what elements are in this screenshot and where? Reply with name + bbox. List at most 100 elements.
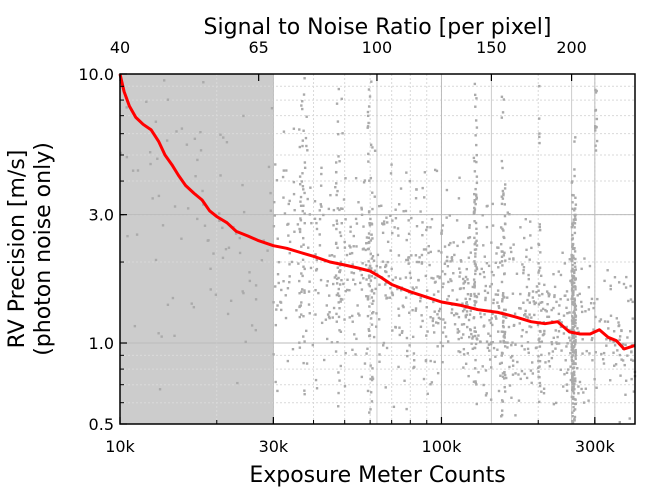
- scatter-point: [572, 218, 576, 221]
- scatter-point: [572, 345, 576, 349]
- scatter-point: [606, 320, 610, 323]
- scatter-point: [550, 342, 554, 346]
- scatter-point: [276, 237, 279, 240]
- scatter-point: [473, 159, 476, 163]
- scatter-point: [367, 328, 370, 331]
- scatter-point: [570, 225, 574, 229]
- scatter-point: [411, 286, 414, 289]
- scatter-point: [386, 260, 389, 264]
- scatter-point: [572, 392, 576, 395]
- scatter-point: [537, 303, 541, 306]
- scatter-point: [538, 337, 541, 340]
- scatter-point: [574, 321, 577, 325]
- scatter-point: [366, 314, 370, 318]
- scatter-point: [569, 339, 572, 342]
- scatter-point: [572, 371, 576, 374]
- scatter-point: [574, 351, 578, 354]
- scatter-point: [537, 366, 540, 370]
- y-tick-label: 1.0: [89, 334, 114, 353]
- scatter-point: [501, 197, 505, 200]
- scatter-point: [366, 126, 369, 129]
- scatter-point: [353, 333, 356, 336]
- scatter-point: [126, 234, 129, 238]
- scatter-point: [489, 341, 493, 344]
- scatter-point: [503, 251, 506, 255]
- scatter-point: [456, 331, 459, 334]
- scatter-point: [335, 102, 339, 105]
- scatter-point: [490, 241, 493, 244]
- scatter-point: [537, 370, 540, 373]
- scatter-point: [537, 289, 540, 292]
- scatter-point: [226, 312, 230, 316]
- scatter-point: [459, 259, 463, 262]
- scatter-point: [533, 302, 536, 306]
- scatter-point: [373, 276, 377, 280]
- scatter-point: [475, 402, 478, 406]
- scatter-point: [499, 242, 503, 246]
- scatter-point: [515, 272, 519, 275]
- scatter-point: [429, 315, 432, 319]
- scatter-point: [327, 294, 331, 297]
- scatter-point: [298, 305, 301, 309]
- scatter-point: [389, 286, 392, 290]
- scatter-point: [571, 263, 574, 267]
- scatter-point: [334, 185, 337, 189]
- scatter-point: [424, 274, 428, 278]
- scatter-point: [318, 244, 322, 247]
- scatter-point: [538, 228, 542, 232]
- scatter-point: [158, 388, 162, 391]
- scatter-point: [314, 253, 317, 256]
- scatter-point: [508, 257, 511, 261]
- scatter-point: [589, 302, 593, 305]
- scatter-point: [276, 273, 280, 276]
- scatter-point: [377, 318, 381, 321]
- scatter-point: [462, 240, 465, 244]
- scatter-point: [450, 279, 453, 283]
- scatter-point: [497, 305, 500, 308]
- scatter-point: [483, 289, 487, 293]
- scatter-point: [473, 260, 476, 263]
- scatter-point: [161, 224, 165, 227]
- scatter-point: [428, 263, 431, 267]
- scatter-point: [571, 334, 575, 338]
- scatter-point: [399, 289, 403, 292]
- scatter-point: [474, 241, 477, 244]
- y-tick-label: 10.0: [78, 65, 114, 84]
- scatter-point: [461, 302, 464, 305]
- scatter-point: [523, 314, 526, 317]
- scatter-point: [571, 245, 574, 248]
- top-axis-label: Signal to Noise Ratio [per pixel]: [204, 15, 552, 40]
- scatter-point: [468, 223, 471, 227]
- scatter-point: [595, 386, 598, 389]
- scatter-point: [446, 255, 449, 259]
- scatter-point: [440, 251, 443, 254]
- scatter-point: [360, 208, 363, 211]
- scatter-point: [433, 168, 437, 172]
- scatter-point: [629, 284, 632, 288]
- scatter-point: [497, 266, 500, 269]
- scatter-point: [439, 341, 443, 344]
- scatter-point: [473, 170, 477, 173]
- scatter-point: [570, 356, 574, 359]
- scatter-point: [282, 280, 285, 283]
- scatter-point: [443, 245, 447, 248]
- scatter-point: [535, 290, 538, 294]
- scatter-point: [298, 315, 301, 319]
- scatter-point: [369, 176, 373, 180]
- scatter-point: [485, 340, 489, 343]
- scatter-point: [559, 368, 562, 371]
- scatter-point: [631, 359, 635, 362]
- scatter-point: [346, 288, 349, 292]
- scatter-point: [618, 338, 621, 342]
- scatter-point: [478, 272, 482, 276]
- top-tick-label: 65: [248, 38, 268, 57]
- scatter-point: [506, 346, 509, 349]
- scatter-point: [571, 377, 574, 380]
- scatter-point: [437, 290, 440, 293]
- scatter-point: [475, 181, 479, 185]
- scatter-point: [477, 334, 480, 337]
- scatter-point: [571, 332, 574, 336]
- scatter-point: [537, 269, 541, 272]
- scatter-point: [175, 130, 178, 133]
